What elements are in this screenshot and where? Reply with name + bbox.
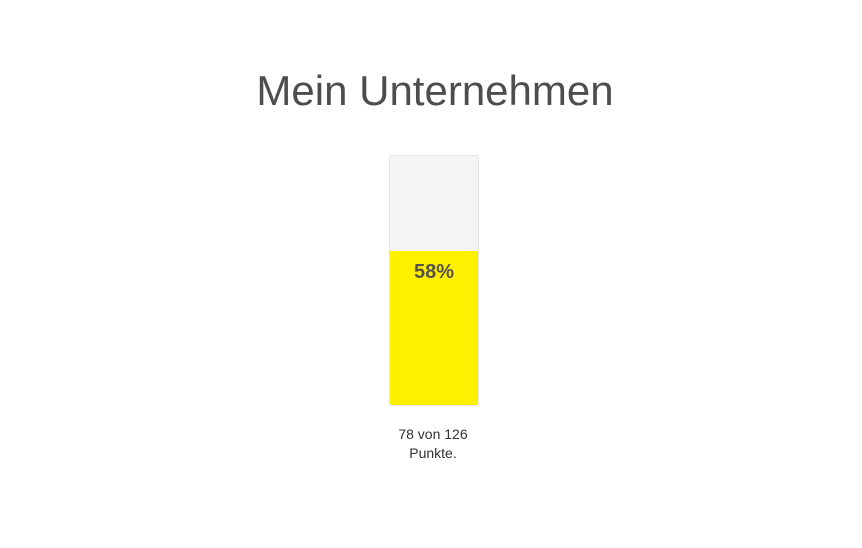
page-title: Mein Unternehmen <box>256 67 614 114</box>
score-progress-fill: 58% <box>390 250 478 405</box>
score-percent-label: 58% <box>413 260 455 283</box>
score-caption: 78 von 126 Punkte. <box>373 425 493 463</box>
score-progress-bar: 58% <box>389 155 479 406</box>
score-caption-unit: Punkte. <box>409 445 457 461</box>
score-caption-points: 78 von 126 <box>398 426 468 442</box>
